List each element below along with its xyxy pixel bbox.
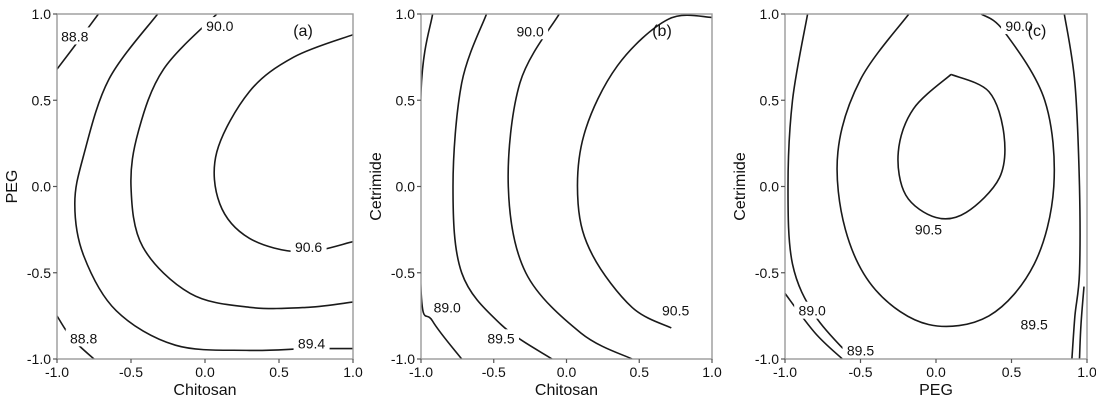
- contour-line-89.5: [1078, 286, 1085, 359]
- contour-label: 90.6: [295, 239, 322, 255]
- y-tick-label: -1.0: [27, 351, 51, 367]
- x-tick-label: 0.0: [557, 364, 577, 380]
- panel-tag: (b): [652, 23, 672, 40]
- contour-line-90.5: [576, 14, 712, 329]
- contour-label: 90.0: [206, 18, 233, 34]
- x-tick-label: 0.5: [630, 364, 650, 380]
- y-tick-label: 1.0: [32, 6, 52, 22]
- contour-label: 89.5: [1021, 317, 1048, 333]
- contour-line-90.5: [897, 73, 1006, 220]
- x-tick-label: 1.0: [343, 364, 363, 380]
- x-tick-label: 0.0: [195, 364, 215, 380]
- x-tick-label: 0.0: [926, 364, 946, 380]
- x-tick-label: -0.5: [119, 364, 143, 380]
- x-tick-label: -0.5: [848, 364, 872, 380]
- y-tick-label: -0.5: [27, 265, 51, 281]
- contour-label: 90.5: [662, 303, 689, 319]
- contour-label: 89.0: [434, 299, 461, 315]
- contour-label-bg: [290, 237, 327, 255]
- contour-label-bg: [1016, 315, 1053, 333]
- y-axis-label: PEG: [4, 170, 21, 204]
- contour-label-bg: [293, 334, 330, 352]
- x-axis-label: Chitosan: [173, 382, 236, 399]
- contour-label-bg: [512, 22, 549, 40]
- contour-label: 89.5: [487, 330, 514, 346]
- panel-tag: (c): [1028, 23, 1047, 40]
- y-tick-label: 0.5: [760, 92, 780, 108]
- contour-label: 89.4: [298, 335, 325, 351]
- contour-line-89.4: [73, 14, 353, 352]
- contour-label-bg: [794, 301, 831, 319]
- x-tick-label: 0.5: [1002, 364, 1022, 380]
- x-tick-label: 1.0: [1077, 364, 1096, 380]
- contour-label-bg: [56, 27, 93, 45]
- y-tick-label: 0.0: [396, 179, 416, 195]
- y-tick-label: 0.0: [760, 179, 780, 195]
- y-tick-label: 0.5: [32, 92, 52, 108]
- contour-label: 88.8: [61, 28, 88, 44]
- y-tick-label: 1.0: [396, 6, 416, 22]
- contour-label-bg: [429, 298, 466, 316]
- x-tick-label: -1.0: [409, 364, 433, 380]
- contour-label: 90.5: [915, 222, 942, 238]
- contour-label: 90.0: [517, 23, 544, 39]
- x-tick-label: 1.0: [702, 364, 722, 380]
- contour-line-90.0: [836, 14, 1056, 328]
- contour-line-90.0: [507, 14, 633, 359]
- y-tick-label: -0.5: [391, 265, 415, 281]
- x-tick-label: -1.0: [773, 364, 797, 380]
- y-axis-label: Cetrimide: [368, 152, 385, 221]
- contour-panel-1: 88.8 90.0 90.6 88.8 89.4 (a) -1.0 -0.5 0.0 0.5 1.0…: [4, 6, 363, 399]
- contour-label-bg: [910, 220, 947, 238]
- plot-frame: [784, 13, 1088, 360]
- x-tick-label: 0.5: [269, 364, 289, 380]
- contour-line-89.5: [785, 292, 843, 359]
- contour-label: 89.5: [847, 342, 874, 358]
- contour-lines: [57, 14, 353, 359]
- contour-label-bg: [65, 329, 102, 347]
- contour-line-90.0: [130, 14, 353, 310]
- contour-label-bg: [483, 329, 520, 347]
- x-axis-label: Chitosan: [535, 382, 598, 399]
- y-tick-label: 0.0: [32, 179, 52, 195]
- contour-panel-3: 90.0 90.5 89.0 89.5 89.5 (c) -1.0 -0.5 0.0 0.5 1.0…: [732, 6, 1096, 399]
- y-tick-label: -0.5: [755, 265, 779, 281]
- contour-line-89.0: [1063, 14, 1081, 359]
- contour-label: 89.0: [799, 303, 826, 319]
- contour-label: 90.0: [1005, 18, 1032, 34]
- y-tick-label: -1.0: [755, 351, 779, 367]
- contour-line-89.5: [452, 14, 553, 359]
- x-tick-label: -1.0: [45, 364, 69, 380]
- contour-label: 88.8: [70, 330, 97, 346]
- contour-label-bg: [842, 341, 879, 359]
- x-tick-label: -0.5: [482, 364, 506, 380]
- contour-lines: [421, 14, 712, 359]
- contour-label-bg: [201, 17, 238, 35]
- contour-label-bg: [1001, 17, 1038, 35]
- contour-lines: [785, 14, 1085, 359]
- y-tick-label: -1.0: [391, 351, 415, 367]
- contour-line-89.0: [421, 14, 463, 359]
- contour-panel-2: 90.0 89.0 89.5 90.5 (b) -1.0 -0.5 0.0 0.5 1.0 -1.0…: [368, 6, 722, 399]
- contour-line-90.6: [213, 33, 353, 253]
- y-tick-label: 1.0: [760, 6, 780, 22]
- panel-tag: (a): [293, 23, 313, 40]
- x-axis-label: PEG: [919, 382, 953, 399]
- y-tick-label: 0.5: [396, 92, 416, 108]
- y-axis-label: Cetrimide: [732, 152, 749, 221]
- contour-label-bg: [657, 301, 694, 319]
